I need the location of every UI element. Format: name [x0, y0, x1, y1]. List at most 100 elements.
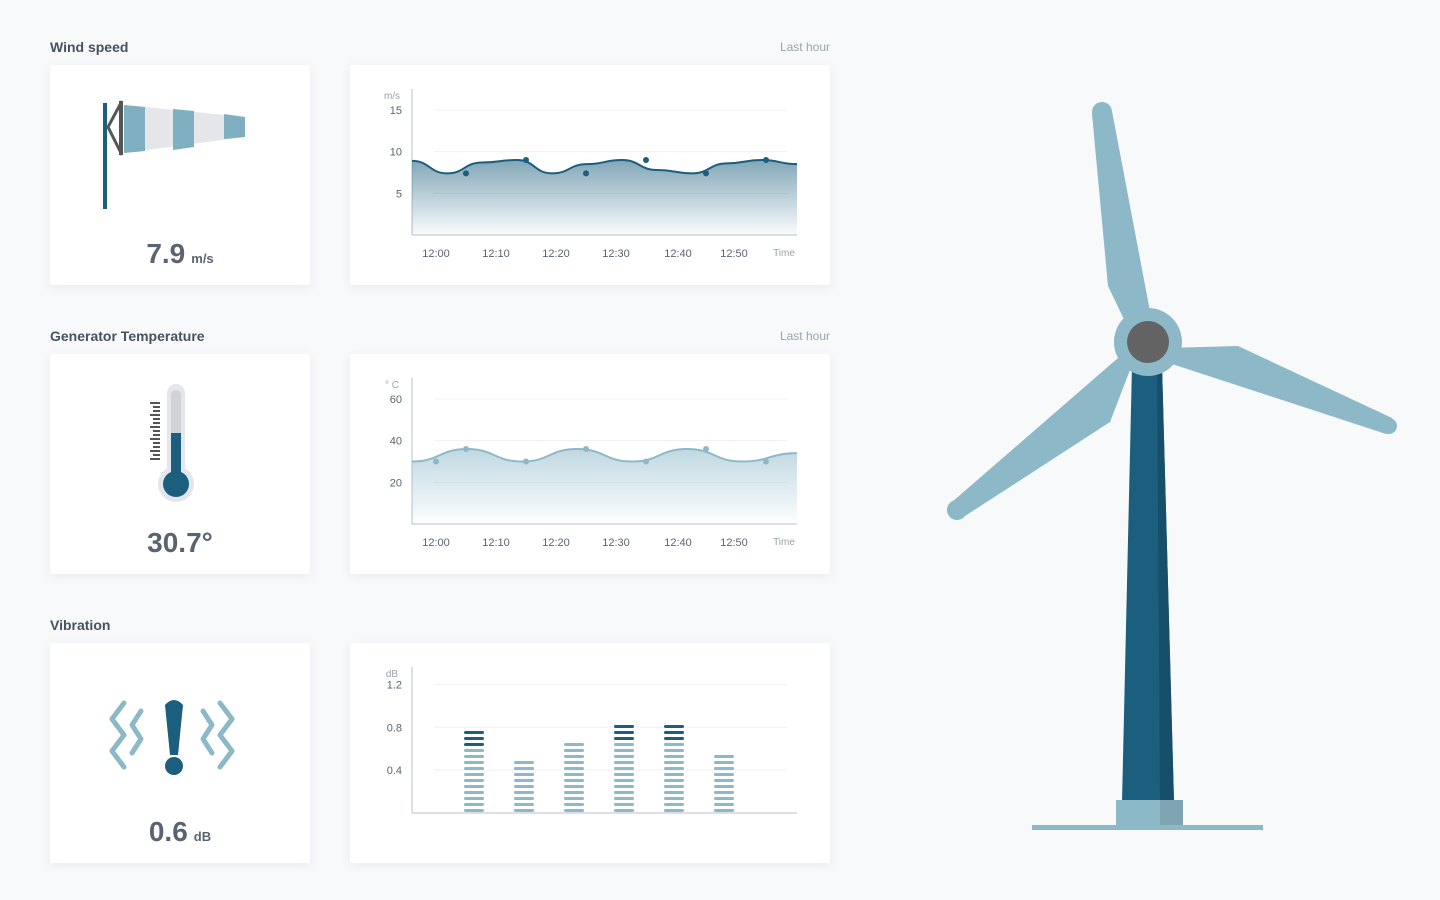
y-tick-label: 5: [396, 188, 402, 200]
bar-segment: [614, 731, 634, 734]
bar-segment: [614, 767, 634, 770]
thermometer-icon: [150, 384, 194, 502]
bar-segment: [714, 791, 734, 794]
bar-segment: [564, 803, 584, 806]
x-axis-label: Time: [773, 248, 795, 259]
bar-segment: [664, 755, 684, 758]
vibration-title: Vibration: [50, 617, 111, 633]
y-tick-label: 60: [390, 394, 402, 406]
data-point: [523, 157, 529, 163]
bar-segment: [464, 797, 484, 800]
bar-segment: [464, 731, 484, 734]
bar: [514, 761, 534, 812]
bar-segment: [664, 743, 684, 746]
windsock-icon: [103, 100, 245, 209]
bar-segment: [714, 755, 734, 758]
x-tick-label: 12:30: [602, 537, 630, 549]
y-tick-label: 0.4: [387, 765, 402, 777]
bar: [714, 755, 734, 812]
bar-segment: [564, 809, 584, 812]
bar-segment: [564, 767, 584, 770]
y-axis-label: dB: [386, 669, 399, 680]
wind-speed-card: 7.9 m/s: [50, 65, 310, 285]
temperature-value: 30.7°: [147, 527, 213, 558]
data-point: [583, 170, 589, 177]
bar: [464, 731, 484, 812]
bar-segment: [614, 755, 634, 758]
temperature-chart-card: ° C 20 40 60 12:00 12:10 12:20 12:30 12:40 12:50 T…: [350, 354, 830, 574]
y-tick-label: 20: [390, 477, 402, 489]
bar-segment: [664, 791, 684, 794]
x-tick-label: 12:50: [720, 537, 748, 549]
bar-segment: [664, 785, 684, 788]
bar-segment: [714, 797, 734, 800]
bar-segment: [664, 809, 684, 812]
bar-segment: [614, 743, 634, 746]
wind-speed-unit: m/s: [191, 251, 214, 266]
bar-segment: [664, 779, 684, 782]
bar-segment: [664, 737, 684, 740]
data-point: [463, 446, 469, 452]
bar-segment: [464, 785, 484, 788]
wind-speed-title: Wind speed: [50, 39, 129, 55]
bar-segment: [464, 749, 484, 752]
bar-segment: [564, 785, 584, 788]
x-tick-label: 12:10: [482, 537, 510, 549]
bar-segment: [614, 797, 634, 800]
bar-segment: [614, 725, 634, 728]
bar-segment: [714, 773, 734, 776]
bar-segment: [514, 791, 534, 794]
temperature-title: Generator Temperature: [50, 328, 205, 344]
bar-segment: [514, 797, 534, 800]
wind-range-label: Last hour: [779, 40, 830, 54]
bar-segment: [564, 755, 584, 758]
bar: [664, 725, 684, 812]
bar-segment: [714, 785, 734, 788]
bar-segment: [464, 791, 484, 794]
wind-speed-chart: m/s 5 10 15 12:00 12:10 12:20 12:30 12:40 12:50 Ti…: [384, 89, 798, 260]
bar-segment: [514, 761, 534, 764]
data-point: [643, 458, 649, 465]
y-tick-label: 10: [390, 147, 402, 159]
bar-segment: [564, 791, 584, 794]
bar-segment: [664, 731, 684, 734]
bar-segment: [664, 761, 684, 764]
x-axis-label: Time: [773, 537, 795, 548]
vibration-chart: dB 0.4 0.8 1.2: [386, 667, 797, 814]
vibration-chart-card: dB 0.4 0.8 1.2: [350, 643, 830, 863]
bar-segment: [664, 749, 684, 752]
bar-segment: [514, 767, 534, 770]
bar-segment: [714, 803, 734, 806]
temperature-range-label: Last hour: [779, 329, 830, 343]
bar-segment: [714, 767, 734, 770]
x-tick-label: 12:20: [542, 537, 570, 549]
bar: [614, 725, 634, 812]
y-tick-label: 0.8: [387, 722, 402, 734]
series-area: [412, 449, 797, 524]
vibration-unit: dB: [193, 829, 212, 844]
bar-segment: [464, 761, 484, 764]
x-tick-label: 12:20: [542, 248, 570, 260]
bar-segment: [464, 773, 484, 776]
vibration-card: 0.6 dB: [50, 643, 310, 863]
data-point: [643, 157, 649, 163]
data-point: [703, 446, 709, 452]
x-tick-label: 12:00: [422, 537, 450, 549]
bar-segment: [464, 779, 484, 782]
y-tick-label: 1.2: [387, 679, 402, 691]
temperature-card: 30.7°: [50, 354, 310, 574]
y-axis-label: ° C: [385, 380, 399, 391]
bar-segment: [614, 761, 634, 764]
y-tick-label: 15: [390, 105, 402, 117]
x-tick-label: 12:00: [422, 248, 450, 260]
bar-segment: [564, 773, 584, 776]
wind-speed-chart-card: m/s 5 10 15 12:00 12:10 12:20 12:30 12:40 12:50 Ti…: [350, 65, 830, 285]
bar-segment: [664, 773, 684, 776]
bar-segment: [564, 743, 584, 746]
bar-segment: [714, 809, 734, 812]
bar-segment: [614, 803, 634, 806]
series-line: [411, 158, 798, 175]
bar-segment: [614, 773, 634, 776]
bar-segment: [614, 785, 634, 788]
data-point: [763, 458, 769, 465]
